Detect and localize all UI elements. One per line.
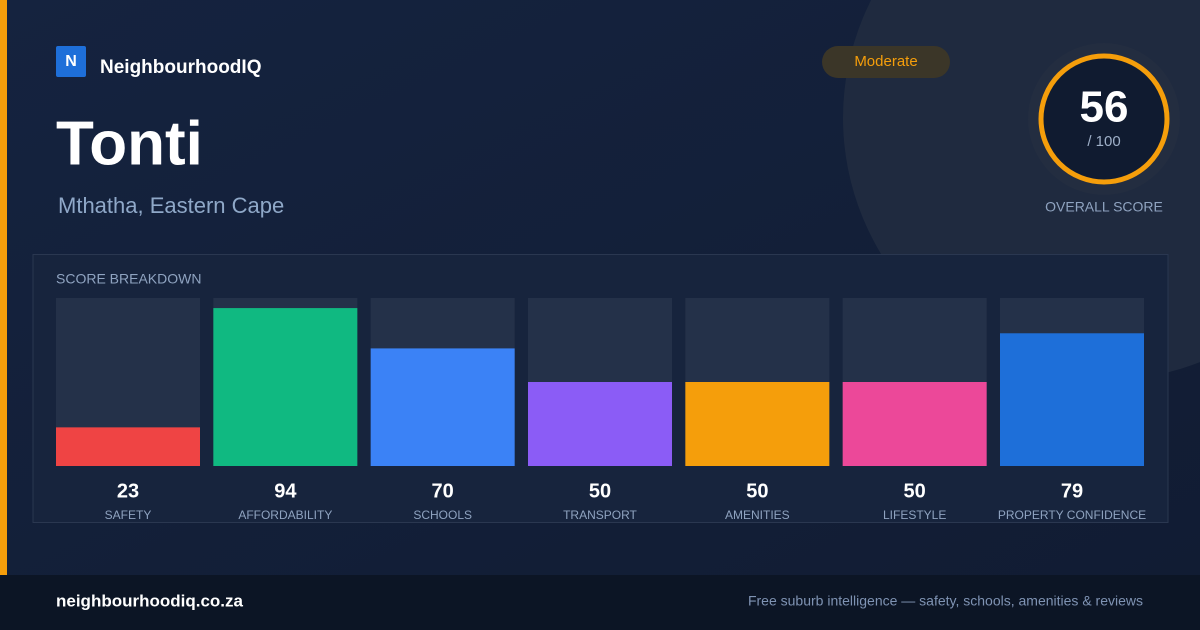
category-label: AFFORDABILITY	[238, 508, 332, 522]
category-label: AMENITIES	[725, 508, 790, 522]
footer-bar	[0, 575, 1200, 630]
bar	[528, 382, 672, 466]
category-label: TRANSPORT	[563, 508, 637, 522]
bar	[1000, 333, 1144, 466]
rating-label: Moderate	[854, 53, 917, 70]
value-label: 50	[589, 480, 611, 502]
suburb-location: Mthatha, Eastern Cape	[58, 193, 284, 218]
category-label: SCHOOLS	[413, 508, 472, 522]
bar	[56, 427, 200, 466]
footer-site: neighbourhoodiq.co.za	[56, 591, 244, 610]
accent-stripe	[0, 0, 7, 575]
logo-box	[56, 46, 86, 77]
bar	[370, 348, 515, 466]
logo-letter: N	[65, 53, 77, 70]
bar	[842, 382, 987, 466]
bar	[213, 308, 358, 466]
score-ring	[1038, 53, 1170, 185]
category-label: LIFESTYLE	[883, 508, 946, 522]
value-label: 70	[432, 480, 454, 502]
overall-score: 56	[1080, 83, 1129, 132]
category-label: SAFETY	[105, 508, 152, 522]
value-label: 23	[117, 480, 139, 502]
footer-tagline: Free suburb intelligence — safety, schoo…	[748, 593, 1143, 609]
value-label: 50	[746, 480, 768, 502]
value-label: 94	[274, 480, 297, 502]
value-label: 50	[904, 480, 926, 502]
rating-pill	[822, 46, 950, 78]
bar	[685, 382, 830, 466]
overall-caption: OVERALL SCORE	[1045, 199, 1163, 215]
brand-name: NeighbourhoodIQ	[100, 57, 261, 78]
category-label: PROPERTY CONFIDENCE	[998, 508, 1146, 522]
value-label: 79	[1061, 480, 1083, 502]
suburb-name: Tonti	[56, 109, 203, 178]
overall-scale: / 100	[1087, 133, 1120, 150]
chart-title: SCORE BREAKDOWN	[56, 271, 201, 287]
